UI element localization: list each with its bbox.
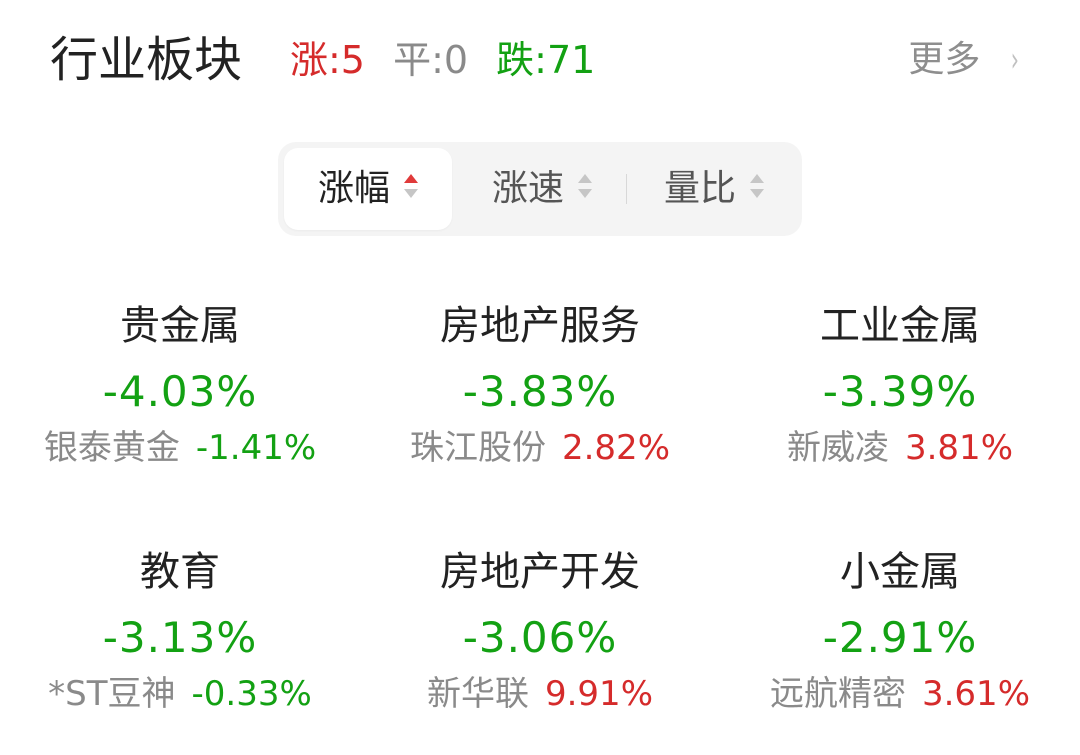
sector-name: 教育	[140, 549, 220, 595]
leading-stock-name: 珠江股份	[409, 428, 546, 468]
sort-tab-volume-ratio[interactable]: 量比	[632, 148, 796, 230]
leading-stock-name: 新华联	[426, 674, 529, 714]
sort-tab-label: 涨速	[491, 168, 564, 209]
leading-stock-name: 银泰黄金	[43, 428, 180, 468]
leading-stock: 新威凌 3.81%	[720, 426, 1080, 470]
sector-name: 工业金属	[820, 303, 980, 349]
sector-change: -3.83%	[462, 367, 618, 416]
sector-card[interactable]: 贵金属 -4.03% 银泰黄金 -1.41%	[0, 296, 360, 496]
sector-name: 小金属	[840, 549, 960, 595]
sector-header: 行业板块 涨:5 平:0 跌:71 更多 ›	[50, 28, 1030, 92]
fall-count: 跌:71	[496, 38, 596, 82]
sort-tab-change-rate[interactable]: 涨幅	[284, 148, 452, 230]
sort-segmented-control: 涨幅 涨速 量比	[278, 142, 802, 236]
leading-stock: *ST豆神 -0.33%	[0, 672, 360, 716]
leading-stock-change: 3.61%	[921, 674, 1030, 714]
leading-stock-name: 新威凌	[786, 428, 889, 468]
leading-stock-name: 远航精密	[769, 674, 906, 714]
sort-tab-label: 涨幅	[317, 168, 390, 209]
sector-change: -3.06%	[462, 613, 618, 662]
rise-count: 涨:5	[290, 38, 365, 82]
sector-name: 房地产服务	[440, 303, 640, 349]
sector-card[interactable]: 房地产服务 -3.83% 珠江股份 2.82%	[360, 296, 720, 496]
sort-tab-speed[interactable]: 涨速	[462, 148, 622, 230]
sector-change: -4.03%	[102, 367, 258, 416]
sort-arrows-icon	[750, 172, 764, 202]
page-title: 行业板块	[50, 32, 243, 88]
tab-divider	[626, 174, 627, 204]
leading-stock-name: *ST豆神	[48, 674, 176, 714]
sector-card[interactable]: 教育 -3.13% *ST豆神 -0.33%	[0, 542, 360, 742]
sector-name: 房地产开发	[440, 549, 640, 595]
leading-stock-change: 9.91%	[544, 674, 653, 714]
sector-card[interactable]: 小金属 -2.91% 远航精密 3.61%	[720, 542, 1080, 742]
sector-card[interactable]: 工业金属 -3.39% 新威凌 3.81%	[720, 296, 1080, 496]
chevron-right-icon: ›	[1011, 40, 1020, 80]
more-label: 更多	[908, 39, 981, 80]
flat-count: 平:0	[393, 38, 469, 82]
sort-tab-label: 量比	[663, 168, 736, 209]
leading-stock: 银泰黄金 -1.41%	[0, 426, 360, 470]
sector-change: -3.39%	[822, 367, 978, 416]
leading-stock: 珠江股份 2.82%	[360, 426, 720, 470]
leading-stock: 新华联 9.91%	[360, 672, 720, 716]
sector-change: -3.13%	[102, 613, 258, 662]
sort-arrows-icon	[404, 172, 418, 202]
sector-change: -2.91%	[822, 613, 978, 662]
leading-stock-change: -0.33%	[191, 674, 312, 714]
leading-stock-change: 2.82%	[561, 428, 670, 468]
sector-name: 贵金属	[120, 303, 240, 349]
sector-card[interactable]: 房地产开发 -3.06% 新华联 9.91%	[360, 542, 720, 742]
leading-stock: 远航精密 3.61%	[720, 672, 1080, 716]
leading-stock-change: 3.81%	[904, 428, 1013, 468]
sort-arrows-icon	[578, 172, 592, 202]
more-link[interactable]: 更多 ›	[908, 28, 1022, 92]
leading-stock-change: -1.41%	[195, 428, 317, 468]
market-breadth-stats: 涨:5 平:0 跌:71	[290, 28, 611, 92]
